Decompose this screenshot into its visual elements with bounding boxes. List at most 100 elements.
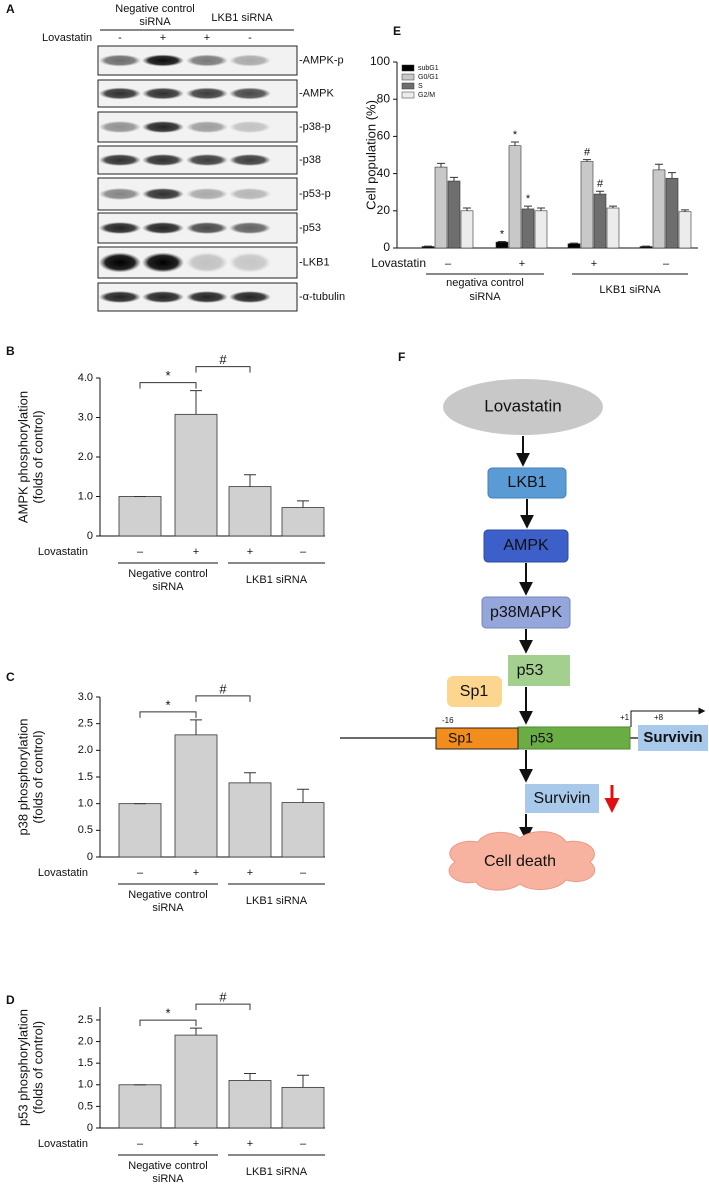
site-label: Sp1 [448,730,473,746]
error-bar [498,240,506,243]
band [229,252,271,273]
y-tick-label: 2.5 [78,1014,93,1026]
node-label: Lovastatin [484,396,562,415]
band-label: -p53-p [299,188,331,200]
panel-label: F [398,350,405,364]
bar [174,413,218,537]
position-label: +1 [620,713,630,722]
error-bar [437,162,445,168]
band [142,188,184,200]
y-tick-label: 20 [377,203,391,217]
error-bar [190,390,202,415]
bar [593,193,607,249]
x-tick-label: + [247,867,253,879]
error-bar [244,474,256,487]
significance-bracket [195,1003,251,1011]
band [142,252,184,273]
band [99,291,141,303]
error-bar [537,207,545,211]
node-label: Sp1 [460,683,489,700]
legend-swatch [401,91,415,99]
node-shape [508,655,570,686]
significance-bracket [139,382,197,389]
node-shape [447,676,502,707]
x-tick-label: – [137,1138,144,1150]
y-axis-label: Cell population (%) [363,100,378,210]
significance-label: * [165,697,170,712]
legend-swatch [401,82,415,90]
band [229,154,271,166]
significance-label: # [597,178,604,190]
band [142,222,184,234]
pathway-diagram: Lovastatin LKB1 AMPK p38MAPK p53 Sp1 Sp1… [340,379,708,891]
band [142,87,184,100]
y-tick-label: 4.0 [78,372,93,384]
significance-label: * [513,129,518,141]
bar [174,734,218,858]
panel-label: A [6,2,15,16]
error-bar [297,788,309,803]
bar [228,782,272,858]
y-tick-label: 40 [377,166,391,180]
bar [508,145,522,249]
y-tick-label: 0 [87,851,93,863]
significance-label: # [219,990,227,1005]
band [229,188,271,200]
significance-label: # [584,147,591,159]
bar [521,208,535,249]
gene-box [638,725,708,751]
y-tick-label: 1.5 [78,1057,93,1069]
error-bar [570,242,578,244]
legend-label: G2/M [418,92,435,99]
band [99,188,141,200]
y-axis-label: (folds of control) [30,410,45,503]
site-label: p53 [530,730,554,746]
group-label: Negative control [128,889,208,901]
bar [567,243,581,249]
group-label: Negative control [128,1160,208,1172]
bar [606,207,620,249]
bar [580,161,594,249]
band [186,291,228,303]
group-label: Negative control [115,3,195,15]
y-tick-label: 0 [87,1122,93,1134]
y-tick-label: 100 [370,54,390,68]
treatment-sign: + [204,32,210,44]
error-bar [244,1073,256,1081]
error-bar [297,1074,309,1088]
group-label: LKB1 siRNA [211,12,273,24]
gene-label: Survivin [643,729,702,746]
bar [460,210,474,249]
group-label: negativa control [446,277,524,289]
bar [281,802,325,858]
significance-label: * [165,1006,170,1021]
node-label: Survivin [534,790,591,807]
significance-bracket [195,366,251,373]
y-tick-label: 0.5 [78,824,93,836]
x-tick-label: + [247,546,253,558]
y-tick-label: 1.0 [78,1079,93,1091]
group-label: siRNA [469,291,501,303]
y-tick-label: 2.0 [78,744,93,756]
panel-label: D [6,993,15,1007]
y-tick-label: 2.0 [78,1035,93,1047]
band-label: -LKB1 [299,256,330,268]
band [186,154,228,166]
band [142,291,184,303]
band [186,222,228,234]
error-bar [511,141,519,146]
band [99,121,141,133]
band [186,54,228,67]
treatment-label: Lovastatin [38,867,88,879]
band [229,291,271,303]
band-label: -p38 [299,154,321,166]
error-bar [681,209,689,212]
node-shape [443,379,603,435]
outcome-shape [448,831,596,891]
node-label: p53 [517,662,544,679]
error-bar [244,772,256,783]
band [142,54,184,67]
y-axis-label: p38 phosphorylation [15,718,30,835]
x-tick-label: – [137,867,144,879]
significance-bracket [139,1019,197,1027]
